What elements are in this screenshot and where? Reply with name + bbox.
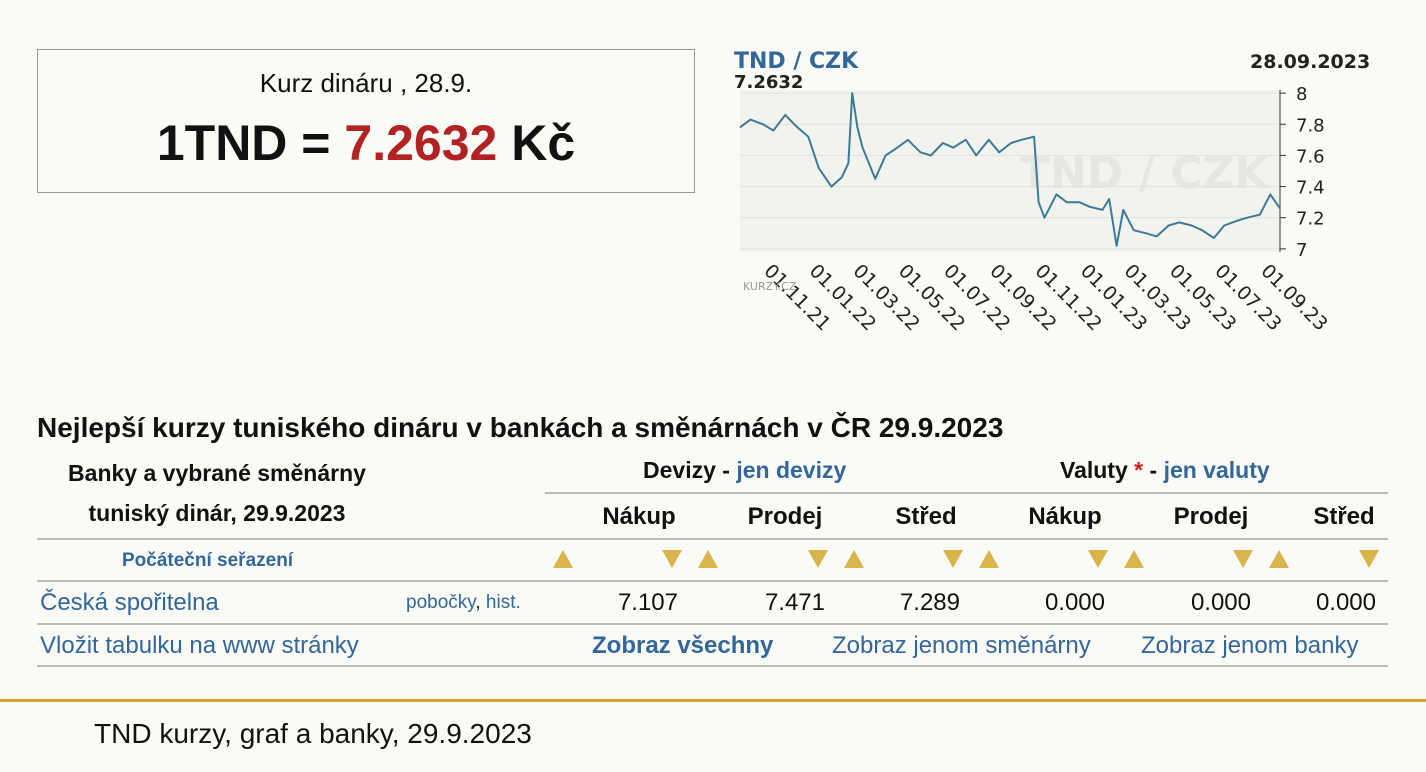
rate-main: 1TND = 7.2632 Kč xyxy=(38,114,694,172)
col-header-devizy-prodej: Prodej xyxy=(747,503,823,530)
col-header-valuty-nakup: Nákup xyxy=(1028,503,1102,530)
jen-valuty-link[interactable]: jen valuty xyxy=(1163,457,1270,483)
bank-links-comma: , xyxy=(475,592,481,613)
row-divider xyxy=(37,623,1388,625)
chart-watermark: TND / CZK xyxy=(1020,148,1270,199)
col-header-valuty-stred: Střed xyxy=(1313,503,1375,530)
sort-desc-devizy-stred-icon[interactable] xyxy=(943,550,963,568)
footer-divider xyxy=(0,699,1426,702)
section-title: Nejlepší kurzy tuniského dináru v bankác… xyxy=(37,412,1004,443)
jen-devizy-link[interactable]: jen devizy xyxy=(736,457,847,483)
cell-valuty-nakup: 0.000 xyxy=(1044,589,1105,616)
devizy-header: Devizy - jen devizy xyxy=(643,457,846,484)
sort-desc-devizy-nakup-icon[interactable] xyxy=(662,550,682,568)
footer-text: TND kurzy, graf a banky, 29.9.2023 xyxy=(94,718,532,749)
chart-date: 28.09.2023 xyxy=(1250,51,1371,73)
rate-subtitle: Kurz dináru , 28.9. xyxy=(259,68,473,98)
y-tick-label: 7.8 xyxy=(1296,115,1325,136)
series-line xyxy=(739,92,1281,247)
header-divider xyxy=(37,538,1388,540)
rate-unit: Kč xyxy=(497,115,576,171)
rate-value: 7.2632 xyxy=(344,115,498,171)
show-banks-only-link[interactable]: Zobraz jenom banky xyxy=(1141,632,1359,659)
sort-asc-devizy-nakup-icon[interactable] xyxy=(553,550,573,568)
branches-link[interactable]: pobočky xyxy=(406,592,476,613)
show-all-link[interactable]: Zobraz všechny xyxy=(592,632,774,659)
sort-desc-valuty-stred-icon[interactable] xyxy=(1359,550,1379,568)
sort-asc-valuty-nakup-icon[interactable] xyxy=(979,550,999,568)
devizy-separator: - xyxy=(715,457,737,483)
sort-desc-devizy-prodej-icon[interactable] xyxy=(808,550,828,568)
devizy-label: Devizy xyxy=(643,457,716,483)
sort-asc-valuty-stred-icon[interactable] xyxy=(1269,550,1289,568)
bank-name-link[interactable]: Česká spořitelna xyxy=(40,589,219,616)
chart-title[interactable]: TND / CZK xyxy=(734,49,859,74)
y-tick-label: 7.6 xyxy=(1296,146,1325,167)
table-bottom-divider xyxy=(37,665,1388,667)
cell-devizy-stred: 7.289 xyxy=(899,589,960,616)
history-link[interactable]: hist. xyxy=(485,592,521,613)
valuty-star: * xyxy=(1127,457,1144,483)
valuty-separator: - xyxy=(1143,457,1164,483)
chart-brand: KURZY.CZ xyxy=(743,280,797,293)
valuty-header: Valuty * - jen valuty xyxy=(1060,457,1270,484)
cell-devizy-nakup: 7.107 xyxy=(617,589,678,616)
cell-valuty-stred: 0.000 xyxy=(1315,589,1376,616)
sort-desc-valuty-prodej-icon[interactable] xyxy=(1233,550,1253,568)
col-header-devizy-stred: Střed xyxy=(895,503,957,530)
show-exchanges-only-link[interactable]: Zobraz jenom směnárny xyxy=(832,632,1091,659)
sort-desc-valuty-nakup-icon[interactable] xyxy=(1088,550,1108,568)
bank-links: pobočky, hist. xyxy=(406,592,521,614)
rate-lhs: 1TND = xyxy=(156,115,345,171)
cell-valuty-prodej: 0.000 xyxy=(1190,589,1251,616)
banks-header-line1: Banky a vybrané směnárny xyxy=(68,460,366,486)
col-header-devizy-nakup: Nákup xyxy=(602,503,676,530)
chart-last-value: 7.2632 xyxy=(734,72,804,93)
sort-row-divider xyxy=(37,580,1388,582)
sort-asc-valuty-prodej-icon[interactable] xyxy=(1124,550,1144,568)
embed-table-link[interactable]: Vložit tabulku na www stránky xyxy=(40,632,359,659)
exchange-rate-chart: TND / CZK 8 7.8 7.6 7.4 7.2 7 01.11.21 01.01.22 0… xyxy=(720,40,1400,360)
banks-header-line2: tuniský dinár, 29.9.2023 xyxy=(88,500,346,526)
initial-sort-link[interactable]: Počáteční seřazení xyxy=(122,550,294,571)
rate-box: Kurz dináru , 28.9. 1TND = 7.2632 Kč xyxy=(37,49,695,193)
sort-asc-devizy-prodej-icon[interactable] xyxy=(698,550,718,568)
chart-svg: TND / CZK87.87.67.47.2701.11.2101.01.220… xyxy=(739,84,1332,335)
y-tick-label: 7.2 xyxy=(1296,209,1325,230)
col-header-valuty-prodej: Prodej xyxy=(1173,503,1249,530)
y-tick-label: 8 xyxy=(1296,84,1307,105)
valuty-label: Valuty xyxy=(1060,457,1128,483)
y-tick-label: 7.4 xyxy=(1296,178,1325,199)
y-tick-label: 7 xyxy=(1296,240,1307,261)
cell-devizy-prodej: 7.471 xyxy=(764,589,825,616)
sort-asc-devizy-stred-icon[interactable] xyxy=(844,550,864,568)
group-header-divider xyxy=(545,492,1388,494)
